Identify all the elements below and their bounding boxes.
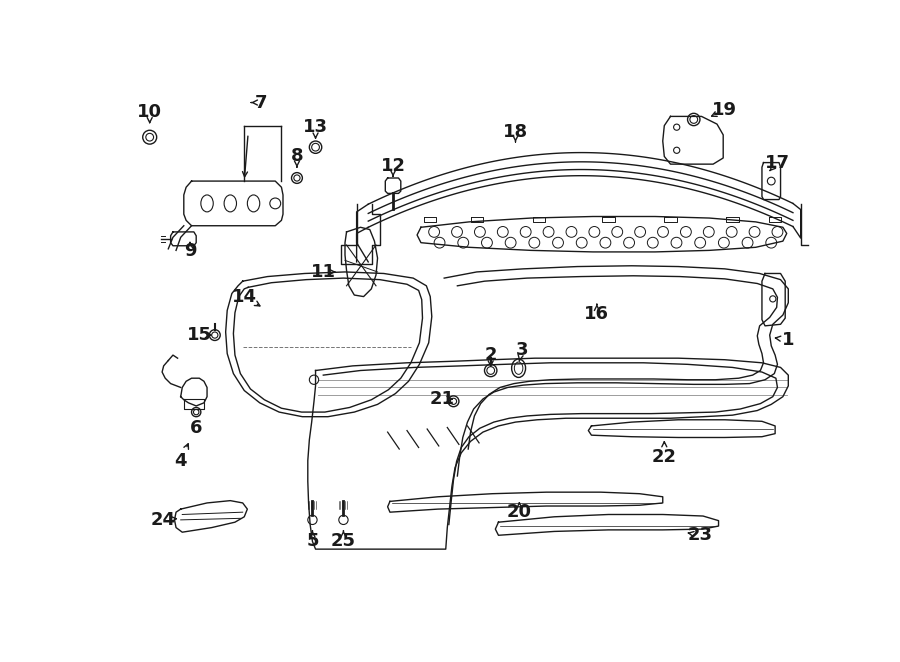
Text: 19: 19 (712, 101, 737, 119)
Text: 4: 4 (175, 451, 187, 469)
Text: 6: 6 (190, 419, 203, 437)
Text: 13: 13 (303, 118, 328, 136)
Text: 1: 1 (782, 331, 795, 349)
Text: 9: 9 (184, 242, 196, 260)
Text: 16: 16 (584, 305, 609, 323)
Text: 23: 23 (688, 526, 713, 544)
Text: 15: 15 (187, 326, 212, 344)
Text: 24: 24 (150, 511, 176, 529)
Text: 21: 21 (429, 390, 454, 408)
Text: 5: 5 (306, 532, 319, 550)
Text: 25: 25 (331, 532, 356, 550)
Text: 18: 18 (503, 122, 528, 141)
Text: 17: 17 (765, 154, 790, 171)
Text: 7: 7 (255, 93, 267, 111)
Text: 11: 11 (310, 263, 336, 281)
Text: 2: 2 (484, 346, 497, 364)
Text: 14: 14 (232, 287, 256, 306)
Text: 22: 22 (652, 448, 677, 466)
Text: 20: 20 (507, 503, 532, 521)
Text: 12: 12 (381, 157, 406, 175)
Text: 8: 8 (291, 148, 303, 166)
Text: 10: 10 (137, 103, 162, 120)
Text: 3: 3 (516, 342, 528, 359)
